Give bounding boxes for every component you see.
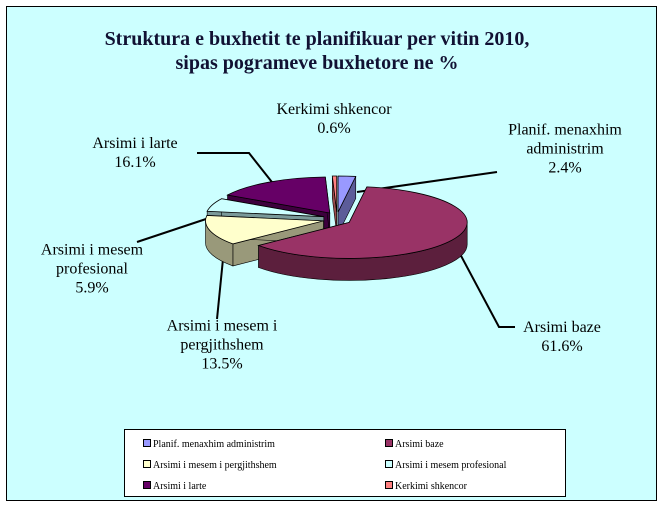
chart-area: Struktura e buxhetit te planifikuar per … bbox=[6, 6, 657, 501]
data-label-value: 2.4% bbox=[548, 159, 582, 177]
legend-label: Kerkimi shkencor bbox=[395, 481, 467, 492]
data-label: Planif. menaxhim administrim 2.4% bbox=[500, 121, 630, 178]
data-label-value: 5.9% bbox=[75, 279, 109, 297]
legend-swatch bbox=[385, 481, 393, 489]
data-label-name: Planif. menaxhim administrim bbox=[508, 121, 622, 158]
legend-swatch bbox=[143, 481, 151, 489]
legend-label: Arsimi i mesem i pergjithshem bbox=[153, 460, 277, 471]
data-label: Arsimi baze 61.6% bbox=[517, 318, 607, 356]
data-label-value: 13.5% bbox=[201, 355, 243, 373]
data-label-value: 61.6% bbox=[541, 338, 583, 355]
legend-label: Arsimi i larte bbox=[153, 481, 207, 492]
pie-slice bbox=[337, 175, 357, 213]
data-label: Arsimi i mesem i pergjithshem 13.5% bbox=[157, 317, 287, 374]
data-label-value: 0.6% bbox=[317, 120, 351, 137]
legend-entry: Planif. menaxhim administrim bbox=[143, 439, 275, 451]
data-label-name: Arsimi baze bbox=[523, 319, 601, 336]
pie-slice bbox=[205, 215, 324, 245]
data-label: Kerkimi shkencor 0.6% bbox=[269, 100, 399, 138]
data-label-name: Kerkimi shkencor bbox=[276, 101, 392, 118]
data-label-value: 16.1% bbox=[114, 154, 156, 171]
legend-label: Arsimi baze bbox=[395, 439, 444, 450]
legend-swatch bbox=[385, 439, 393, 447]
pie-tops bbox=[205, 175, 468, 259]
legend-entry: Kerkimi shkencor bbox=[385, 481, 467, 493]
legend-entry: Arsimi i mesem i pergjithshem bbox=[143, 460, 277, 472]
legend-swatch bbox=[385, 460, 393, 468]
legend-entry: Arsimi baze bbox=[385, 439, 444, 451]
pie-slice bbox=[226, 176, 331, 214]
data-label-name: Arsimi i mesem i pergjithshem bbox=[166, 317, 278, 354]
leader-line bbox=[458, 251, 515, 328]
data-label: Arsimi i larte 16.1% bbox=[70, 134, 200, 172]
data-label: Arsimi i mesem profesional 5.9% bbox=[27, 241, 157, 298]
legend-entry: Arsimi i larte bbox=[143, 481, 206, 493]
leader-line bbox=[216, 258, 224, 320]
pie-slice bbox=[257, 186, 468, 259]
data-label-name: Arsimi i larte bbox=[92, 135, 178, 152]
pie-slice bbox=[331, 175, 338, 213]
pie-slice bbox=[206, 198, 324, 218]
legend: Planif. menaxhim administrim Arsimi baze A… bbox=[124, 429, 566, 497]
chart-title: Struktura e buxhetit te planifikuar per … bbox=[104, 28, 530, 74]
leader-line bbox=[197, 152, 280, 192]
legend-label: Planif. menaxhim administrim bbox=[153, 439, 275, 450]
legend-entry: Arsimi i mesem profesional bbox=[385, 460, 506, 472]
legend-swatch bbox=[143, 439, 151, 447]
pie-chart bbox=[136, 152, 515, 328]
legend-label: Arsimi i mesem profesional bbox=[395, 460, 507, 471]
legend-swatch bbox=[143, 460, 151, 468]
data-label-name: Arsimi i mesem profesional bbox=[40, 241, 144, 278]
